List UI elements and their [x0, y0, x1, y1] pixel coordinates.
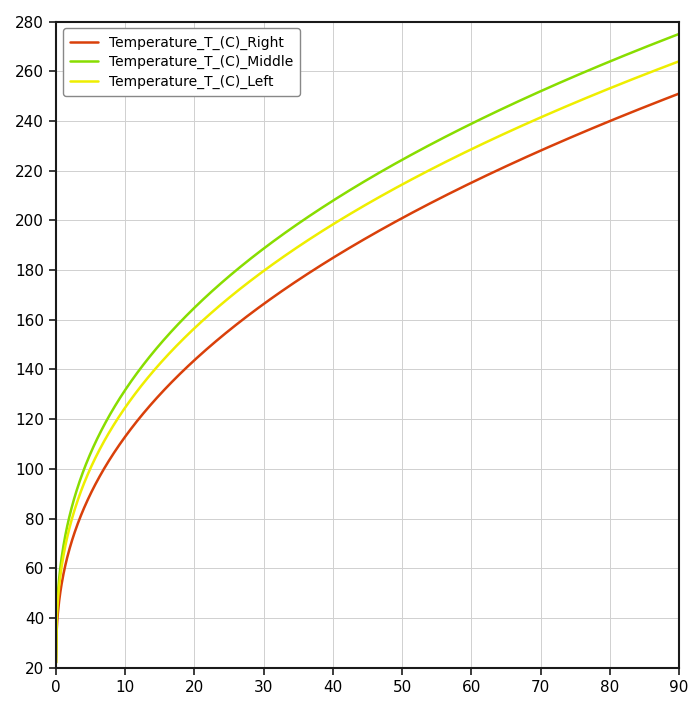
Temperature_T_(C)_Right	[549, 141, 557, 149]
Temperature_T_(C)_Right	[116, 440, 124, 449]
Temperature_T_(C)_Left	[480, 139, 488, 148]
Line: Temperature_T_(C)_Left: Temperature_T_(C)_Left	[56, 61, 679, 663]
Temperature_T_(C)_Left	[326, 222, 335, 230]
Temperature_T_(C)_Middle	[538, 86, 546, 95]
Temperature_T_(C)_Middle	[480, 113, 488, 122]
Temperature_T_(C)_Middle	[326, 198, 335, 207]
Temperature_T_(C)_Right	[675, 89, 683, 98]
Temperature_T_(C)_Left	[116, 411, 124, 420]
Temperature_T_(C)_Middle	[549, 81, 557, 90]
Temperature_T_(C)_Right	[326, 255, 335, 264]
Temperature_T_(C)_Right	[52, 658, 60, 667]
Legend: Temperature_T_(C)_Right, Temperature_T_(C)_Middle, Temperature_T_(C)_Left: Temperature_T_(C)_Right, Temperature_T_(…	[63, 29, 300, 96]
Temperature_T_(C)_Left	[538, 113, 546, 121]
Temperature_T_(C)_Left	[549, 108, 557, 116]
Temperature_T_(C)_Middle	[52, 658, 60, 667]
Temperature_T_(C)_Middle	[304, 213, 312, 221]
Temperature_T_(C)_Middle	[116, 394, 124, 403]
Line: Temperature_T_(C)_Middle: Temperature_T_(C)_Middle	[56, 34, 679, 663]
Temperature_T_(C)_Left	[675, 57, 683, 65]
Temperature_T_(C)_Middle	[675, 29, 683, 38]
Temperature_T_(C)_Left	[52, 658, 60, 667]
Line: Temperature_T_(C)_Right: Temperature_T_(C)_Right	[56, 93, 679, 663]
Temperature_T_(C)_Left	[304, 236, 312, 245]
Temperature_T_(C)_Right	[538, 146, 546, 154]
Temperature_T_(C)_Right	[304, 269, 312, 278]
Temperature_T_(C)_Right	[480, 172, 488, 181]
